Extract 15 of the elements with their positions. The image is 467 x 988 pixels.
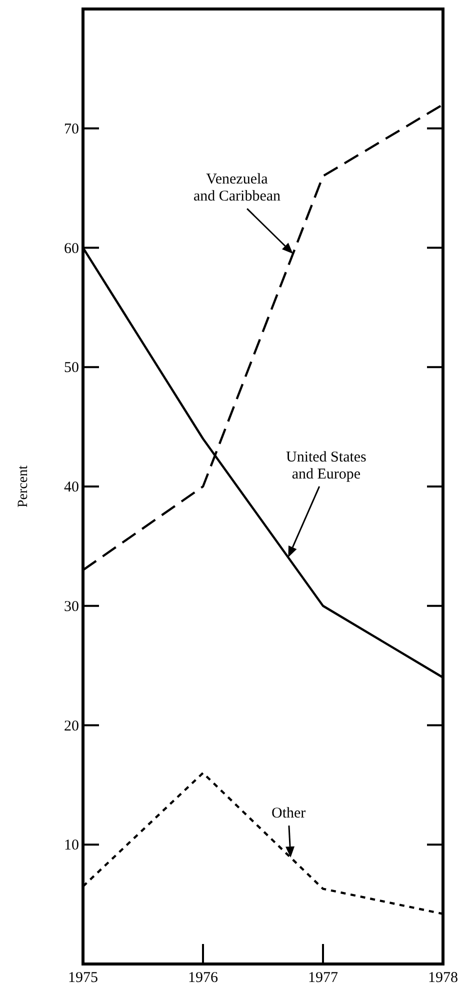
- series-label: Other: [272, 806, 306, 822]
- y-tick-label: 30: [64, 598, 79, 615]
- text: United States and Europe: [286, 449, 367, 482]
- y-axis-title: Percent: [16, 465, 31, 508]
- y-tick-label: 70: [64, 121, 79, 138]
- y-tick-label: 50: [64, 360, 79, 376]
- x-tick-label: 1977: [308, 970, 338, 986]
- x-tick-label: 1975: [68, 970, 98, 986]
- x-tick-label: 1976: [188, 970, 218, 986]
- y-tick-label: 60: [64, 240, 79, 257]
- y-tick-label: 40: [64, 480, 79, 496]
- x-tick-label: 1978: [428, 970, 458, 986]
- y-tick-label: 20: [64, 718, 79, 734]
- series-label: Venezuela and Caribbean: [193, 172, 282, 205]
- y-tick-label: 10: [64, 838, 79, 854]
